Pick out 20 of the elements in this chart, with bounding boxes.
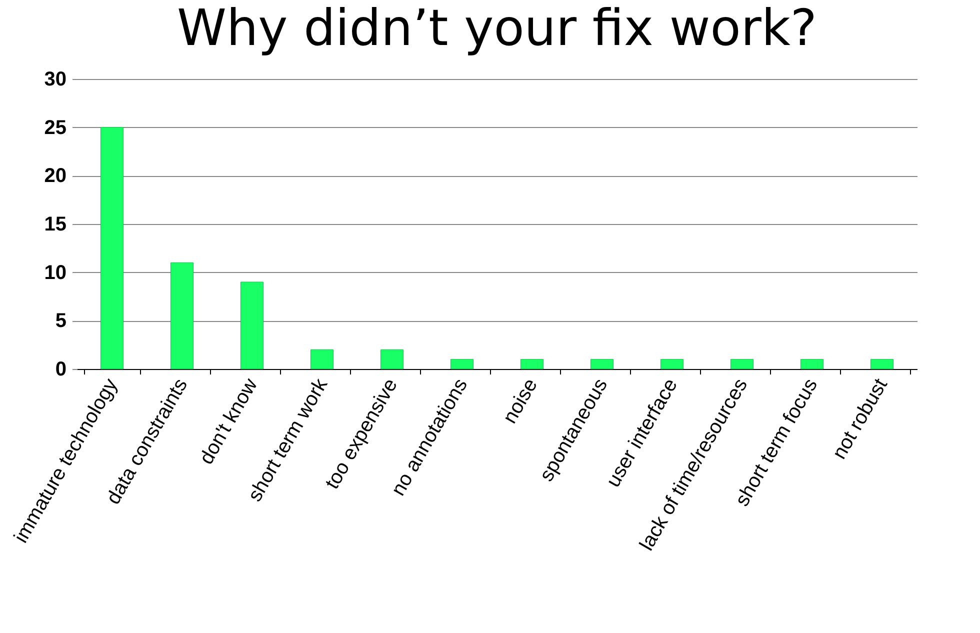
bar bbox=[380, 349, 404, 370]
bar bbox=[800, 359, 824, 370]
chart-title: Why didn’t your fix work? bbox=[177, 0, 817, 57]
bar bbox=[590, 359, 614, 370]
bar bbox=[100, 127, 124, 370]
bar bbox=[240, 282, 264, 370]
bar bbox=[520, 359, 544, 370]
y-tick-label: 25 bbox=[44, 116, 66, 139]
y-tick-label: 0 bbox=[55, 358, 66, 380]
bar bbox=[730, 359, 754, 370]
y-tick-label: 30 bbox=[44, 68, 66, 90]
y-tick-label: 10 bbox=[44, 262, 66, 284]
y-tick-label: 15 bbox=[44, 214, 66, 236]
bar bbox=[870, 359, 894, 370]
y-tick-label: 20 bbox=[44, 165, 66, 188]
y-tick-label: 5 bbox=[55, 310, 66, 332]
bar bbox=[450, 359, 474, 370]
bar bbox=[170, 262, 194, 370]
bar bbox=[310, 349, 334, 370]
bar bbox=[660, 359, 684, 370]
